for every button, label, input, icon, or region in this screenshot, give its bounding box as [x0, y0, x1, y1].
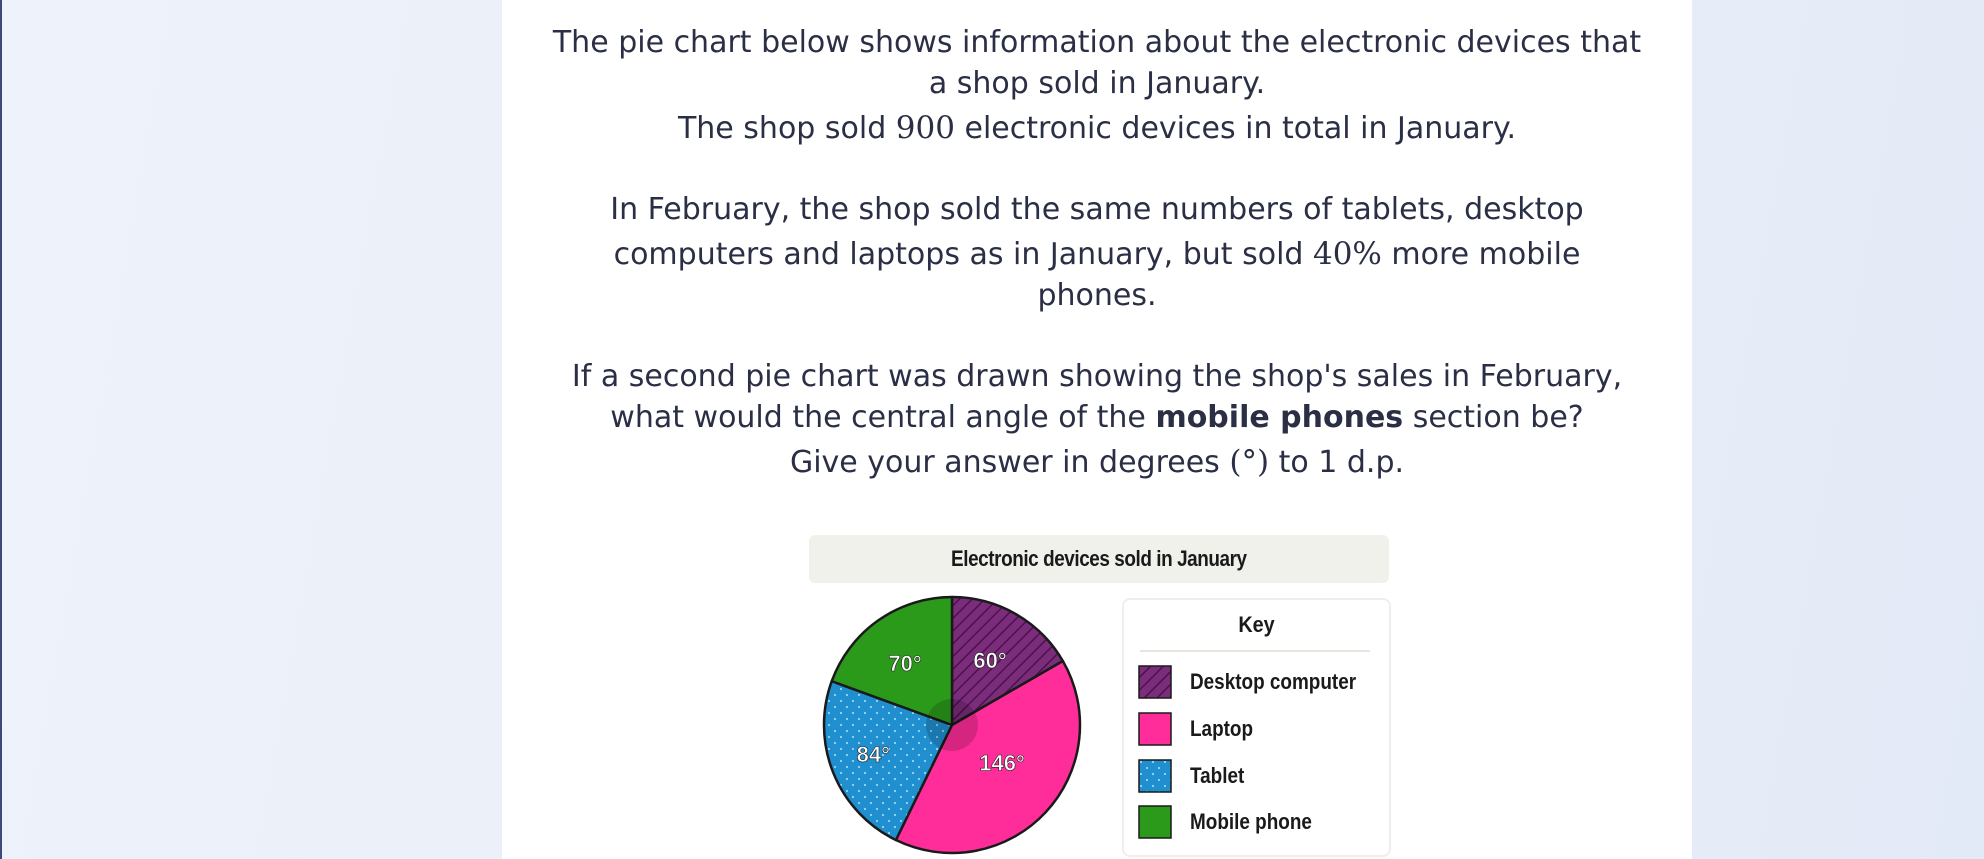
- question-text-segment: what would the central angle of the: [610, 400, 1156, 435]
- pie-chart: 60° 146° 84° 70°: [822, 595, 1082, 855]
- degree-symbol: (°): [1229, 444, 1270, 480]
- pie-slice-desktop-computer: [950, 595, 1065, 727]
- pie-slice-laptop: [894, 659, 1082, 855]
- legend-item-desktop-computer: Desktop computer: [1138, 664, 1383, 700]
- chart-key: Key Desktop computer Laptop Tablet Mobil: [1122, 598, 1391, 857]
- question-line: what would the central angle of the mobi…: [502, 397, 1692, 438]
- chart-title: Electronic devices sold in January: [951, 546, 1247, 571]
- question-text-segment: In February, the shop sold the same numb…: [610, 192, 1584, 227]
- question-line: Give your answer in degrees (°) to 1 d.p…: [502, 442, 1692, 483]
- window-left-edge: [0, 0, 2, 859]
- pie-slice-tablet: [822, 679, 954, 842]
- question-card: The pie chart below shows information ab…: [502, 0, 1692, 859]
- percent-increase-number: 40%: [1312, 236, 1382, 272]
- pie-angle-label-tablet: 84°: [857, 742, 890, 767]
- question-text-segment: phones.: [1037, 278, 1157, 313]
- legend-item-tablet: Tablet: [1138, 758, 1253, 794]
- question-line: computers and laptops as in January, but…: [502, 234, 1692, 275]
- key-title: Key: [1238, 612, 1275, 637]
- question-text: The pie chart below shows information ab…: [502, 22, 1692, 483]
- pie-slice-mobile-phone: [830, 595, 954, 727]
- question-text-segment: Give your answer in degrees: [789, 445, 1230, 480]
- emphasis-mobile-phones: mobile phones: [1155, 400, 1404, 435]
- key-divider: [1140, 650, 1370, 652]
- chart-title-bar: Electronic devices sold in January: [809, 535, 1389, 583]
- legend-label-desktop-computer: Desktop computer: [1190, 669, 1357, 694]
- question-line: If a second pie chart was drawn showing …: [502, 356, 1692, 397]
- legend-swatch-tablet: [1138, 759, 1172, 793]
- question-line: In February, the shop sold the same numb…: [502, 189, 1692, 230]
- question-text-segment: electronic devices in total in January.: [954, 111, 1517, 146]
- pie-angle-label-laptop: 146°: [979, 750, 1025, 775]
- legend-swatch-laptop: [1138, 712, 1172, 746]
- question-line: The pie chart below shows information ab…: [502, 22, 1692, 63]
- question-text-segment: The pie chart below shows information ab…: [552, 25, 1642, 60]
- legend-label-mobile-phone: Mobile phone: [1190, 809, 1312, 834]
- question-text-segment: computers and laptops as in January, but…: [613, 237, 1313, 272]
- legend-swatch-mobile-phone: [1138, 805, 1172, 839]
- question-line: phones.: [502, 275, 1692, 316]
- legend-label-tablet: Tablet: [1190, 763, 1245, 788]
- pie-angle-label-mobile-phone: 70°: [888, 651, 921, 676]
- legend-swatch-desktop-computer: [1138, 665, 1172, 699]
- question-line: a shop sold in January.: [502, 63, 1692, 104]
- question-text-segment: more mobile: [1381, 237, 1581, 272]
- legend-item-laptop: Laptop: [1138, 711, 1263, 747]
- question-text-segment: If a second pie chart was drawn showing …: [571, 359, 1623, 394]
- pie-angle-label-desktop-computer: 60°: [973, 648, 1006, 673]
- legend-label-laptop: Laptop: [1190, 716, 1254, 741]
- pie-centre-shade: [926, 699, 978, 751]
- legend-item-mobile-phone: Mobile phone: [1138, 804, 1332, 840]
- question-text-segment: to 1 d.p.: [1269, 445, 1405, 480]
- question-text-segment: a shop sold in January.: [928, 66, 1266, 101]
- question-text-segment: The shop sold: [677, 111, 896, 146]
- total-devices-number: 900: [895, 110, 955, 146]
- question-line: The shop sold 900 electronic devices in …: [502, 108, 1692, 149]
- question-text-segment: section be?: [1403, 400, 1584, 435]
